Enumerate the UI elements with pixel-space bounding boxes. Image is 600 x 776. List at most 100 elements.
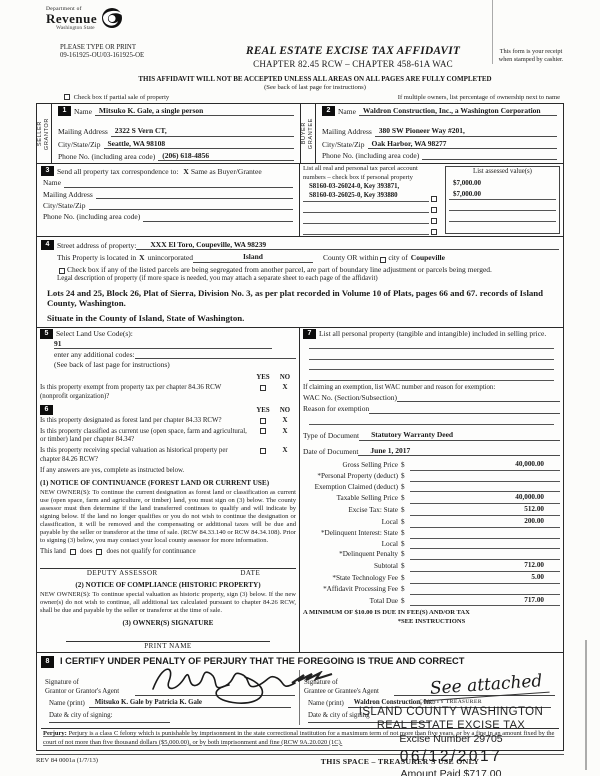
fee-value: 512.00	[410, 504, 560, 517]
grantor-name-value: Mitsuko K. Gale by Patricia K. Gale	[88, 699, 291, 709]
street-address-label: Street address of property:	[57, 240, 137, 250]
grantee-signature-label-2: Grantee or Grantee's Agent	[304, 687, 379, 695]
owners-signature-label: (3) OWNER(S) SIGNATURE	[122, 619, 214, 628]
no-header: NO	[279, 406, 291, 414]
dollar-sign: $	[401, 471, 405, 480]
buyer-mailing-value: 380 SW Pioneer Way #201,	[374, 126, 557, 137]
partial-sale-checkbox	[64, 94, 70, 101]
scan-crease	[492, 0, 493, 64]
see-back-instructions: (See back of last page for instructions)	[54, 360, 170, 370]
wac-value	[396, 401, 560, 403]
yes-header: YES	[256, 406, 270, 414]
seller-phone-label: Phone No. (including area code)	[58, 151, 156, 161]
grantor-date-city-label: Date & city of signing:	[49, 712, 170, 724]
grantee-side-label: GRANTEE	[308, 117, 314, 150]
corr-phone-label: Phone No. (including area code)	[43, 212, 141, 222]
notice-compliance-title: (2) NOTICE OF COMPLIANCE (HISTORIC PROPE…	[75, 581, 261, 590]
buyer-phone-value	[422, 151, 557, 161]
buyer-section: BUYER GRANTEE 2 Name Waldron Constructio…	[300, 103, 563, 164]
forest-no-mark: X	[282, 417, 288, 425]
accept-notice: THIS AFFIDAVIT WILL NOT BE ACCEPTED UNLE…	[138, 74, 492, 83]
receipt-note: This form is your receipt	[499, 48, 563, 55]
dollar-sign: $	[401, 528, 405, 537]
fee-value: 5.00	[410, 572, 560, 584]
logo-revenue-label: Revenue	[46, 10, 98, 26]
stamp-county-line: ISLAND COUNTY WASHINGTON	[358, 706, 544, 718]
buyer-name-value: Waldron Construction, Inc., a Washington…	[358, 106, 557, 117]
segregated-checkbox	[59, 267, 65, 274]
logo-dept-label: Department of	[46, 6, 82, 12]
certification-section: 8 I CERTIFY UNDER PENALTY OF PERJURY THA…	[37, 651, 563, 750]
seller-city-value: Seattle, WA 98108	[103, 139, 294, 149]
fee-value: 717.00	[410, 595, 560, 607]
dollar-sign: $	[401, 518, 405, 527]
dor-swirl-icon	[102, 8, 124, 28]
exemption-note: If claiming an exemption, list WAC numbe…	[303, 383, 496, 391]
parcel-numbers-section: List all real and personal tax parcel ac…	[300, 164, 442, 235]
seller-phone-value: (206) 618-4856	[158, 151, 294, 162]
please-type-label: PLEASE TYPE OR PRINT	[60, 44, 136, 51]
current-use-yes-checkbox	[260, 428, 266, 435]
no-header: NO	[279, 373, 291, 381]
section-8-badge: 8	[41, 655, 54, 668]
stamp-amount-paid: Amount Paid $717.00	[400, 767, 502, 776]
fees-column: 7 List all personal property (tangible a…	[300, 328, 563, 652]
city-name-value: Coupeville	[410, 253, 445, 263]
does-not-qualify-checkbox	[96, 549, 103, 556]
fee-value: 40,000.00	[410, 492, 560, 505]
section-6-badge: 6	[40, 404, 53, 415]
doc-date-value: June 1, 2017	[358, 446, 449, 457]
current-use-no-mark: X	[282, 427, 288, 435]
seller-name-value: Mitsuko K. Gale, a single person	[94, 106, 294, 117]
fee-label: *Delinquent Interest: State	[320, 528, 398, 537]
personal-property-blank	[309, 360, 554, 371]
grantor-signature-label: Signature of	[45, 679, 79, 687]
legal-description-label: Legal description of property (if more s…	[57, 274, 378, 282]
additional-codes-value	[134, 358, 296, 360]
grantor-signature	[152, 668, 296, 704]
seller-city-label: City/State/Zip	[58, 139, 101, 149]
forest-yes-checkbox	[260, 417, 266, 424]
dollar-sign: $	[401, 494, 405, 503]
section-1-badge: 1	[58, 106, 71, 117]
certify-statement: I CERTIFY UNDER PENALTY OF PERJURY THAT …	[60, 656, 465, 666]
land-use-code: 91	[54, 339, 272, 349]
fee-value	[410, 539, 560, 550]
parcel-blank-line	[303, 225, 430, 235]
date-label: DATE	[240, 569, 261, 578]
exempt-yes-checkbox	[260, 384, 266, 391]
parcel-header: List all real and personal tax parcel ac…	[303, 165, 418, 181]
dollar-sign: $	[401, 574, 405, 583]
grantor-name-print-label: Name (print)	[49, 699, 85, 707]
if-yes-note: If any answers are yes, complete as inst…	[40, 467, 185, 475]
historical-no-mark: X	[282, 447, 288, 455]
fee-value: 712.00	[410, 560, 560, 573]
assessed-blank-line	[449, 202, 556, 211]
fee-label: Excise Tax: State	[348, 506, 398, 515]
see-instructions-note: *SEE INSTRUCTIONS	[397, 617, 466, 625]
seller-mailing-value: 2322 S Vern CT,	[110, 126, 294, 137]
treasurer-space-label: THIS SPACE – TREASURER'S USE ONLY	[320, 756, 480, 766]
buyer-phone-label: Phone No. (including area code)	[322, 150, 420, 160]
fee-label: *Personal Property (deduct)	[317, 471, 398, 480]
wac-label: WAC No. (Section/Subsection)	[303, 393, 397, 403]
street-address-value: XXX El Toro, Coupeville, WA 98239	[136, 240, 559, 251]
correspondence-section: 3 Send all property tax correspondence t…	[37, 164, 300, 236]
buyer-city-label: City/State/Zip	[322, 139, 365, 149]
exempt-no-mark: X	[282, 384, 288, 392]
deputy-assessor-label: DEPUTY ASSESSOR	[86, 569, 158, 578]
located-x-mark: X	[139, 253, 145, 263]
city-of-label: city of	[388, 253, 408, 263]
section-5-badge: 5	[40, 328, 53, 339]
county-value: Island	[192, 252, 313, 263]
dollar-sign: $	[401, 482, 405, 491]
assessed-value: $7,000.00	[449, 190, 556, 200]
corr-city-label: City/State/Zip	[43, 201, 86, 211]
fee-value	[410, 550, 560, 561]
assessed-blank-line	[449, 213, 556, 222]
yes-header: YES	[256, 373, 270, 381]
land-use-label: Select Land Use Code(s):	[56, 329, 133, 339]
buyer-city-value: Oak Harbor, WA 98277	[367, 139, 557, 149]
reason-value	[369, 412, 560, 414]
